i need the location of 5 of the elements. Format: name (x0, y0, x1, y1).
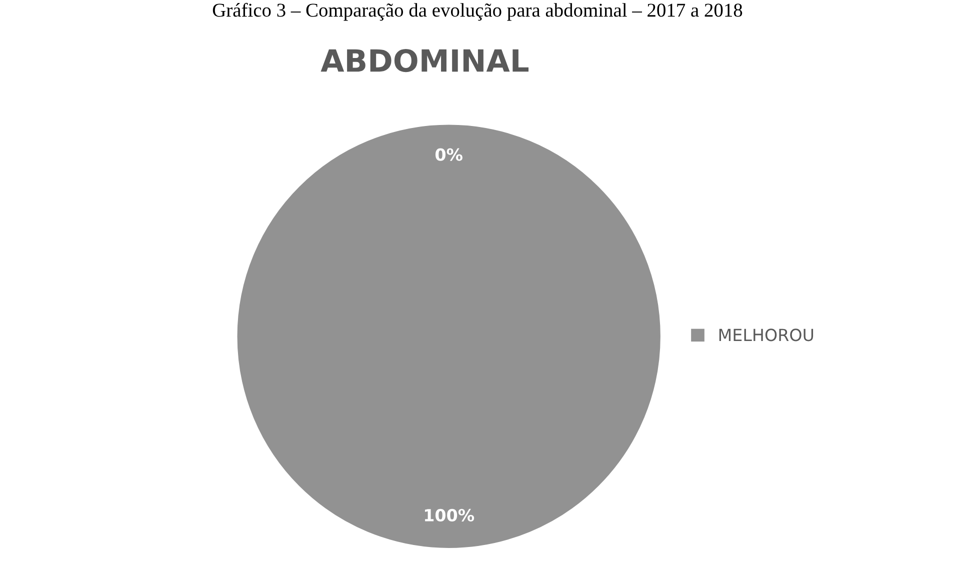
data-label: 100% (424, 508, 474, 522)
text: 0% (436, 148, 462, 161)
text: Gráfico 3 – Comparação da evolução para abdominal – 2017 a 2018 (212, 2, 742, 21)
chart-title: ABDOMINAL (320, 49, 529, 72)
legend-label: MELHOROU (719, 328, 814, 342)
